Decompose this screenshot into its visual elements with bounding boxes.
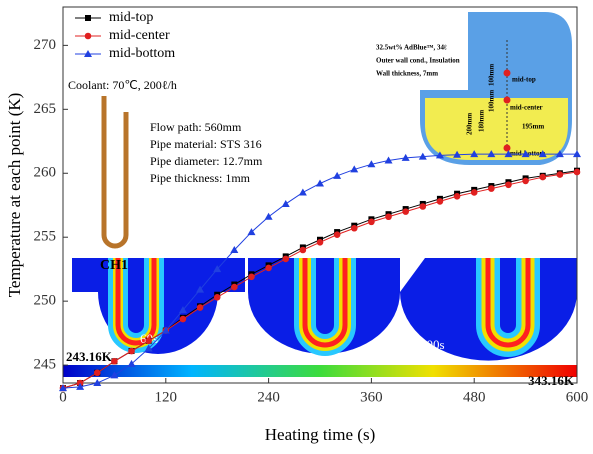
legend-label: mid-top xyxy=(109,10,153,25)
legend-marker xyxy=(85,33,92,40)
marker xyxy=(197,304,204,311)
marker xyxy=(248,274,255,281)
marker xyxy=(231,284,238,291)
marker xyxy=(317,239,324,246)
insets: 60s 300s 600s 243.16K 343.16K Coolant: 7… xyxy=(63,12,577,388)
y-tick-label: 245 xyxy=(34,357,57,373)
marker xyxy=(282,200,290,207)
marker xyxy=(351,225,358,232)
legend-label: mid-center xyxy=(109,28,170,43)
marker xyxy=(111,358,118,365)
y-axis-title: Temperature at each point (K) xyxy=(5,93,24,298)
marker xyxy=(265,265,272,272)
marker xyxy=(539,174,546,181)
marker xyxy=(454,193,461,200)
marker xyxy=(574,169,581,176)
marker xyxy=(128,348,135,355)
x-tick-label: 360 xyxy=(360,389,383,405)
tank-label: Wall thickness, 7mm xyxy=(376,70,438,78)
x-tick-label: 600 xyxy=(566,389,589,405)
x-tick-label: 480 xyxy=(463,389,486,405)
time-label: 600s xyxy=(420,337,445,352)
marker xyxy=(488,185,495,192)
colorbar xyxy=(63,365,577,377)
tank-label: Outer wall cond., Insulation xyxy=(376,57,460,65)
marker xyxy=(316,179,324,186)
y-tick-label: 265 xyxy=(34,101,57,117)
x-tick-label: 240 xyxy=(257,389,280,405)
pipe-spec: Flow path: 560mm xyxy=(150,120,242,134)
dimension: 180mm xyxy=(478,110,486,132)
y-tick-label: 270 xyxy=(34,37,57,53)
pipe-spec: Pipe thickness: 1mm xyxy=(150,171,251,185)
x-tick-label: 120 xyxy=(155,389,178,405)
marker xyxy=(300,247,307,254)
dimension: 200mm xyxy=(466,113,474,135)
x-tick-label: 0 xyxy=(59,389,67,405)
dimension: 195mm xyxy=(522,123,544,131)
marker xyxy=(145,337,152,344)
pipe-icon xyxy=(104,96,126,246)
coolant-label: Coolant: 70℃, 200ℓ/h xyxy=(68,78,177,92)
legend-marker xyxy=(85,15,91,21)
marker xyxy=(471,189,478,196)
colorbar-min: 243.16K xyxy=(66,349,113,364)
marker xyxy=(299,188,307,195)
time-label: 300s xyxy=(255,337,280,352)
y-tick-label: 255 xyxy=(34,229,57,245)
dimension: 100mm xyxy=(488,90,496,112)
marker xyxy=(214,294,221,301)
marker xyxy=(334,231,341,238)
marker xyxy=(437,198,444,205)
legend-label: mid-bottom xyxy=(109,46,175,61)
colorbar-max: 343.16K xyxy=(528,373,575,388)
tank-diagram xyxy=(420,12,572,165)
channel-label: CH1 xyxy=(100,258,128,273)
marker xyxy=(282,256,289,263)
marker xyxy=(402,208,409,215)
marker xyxy=(420,203,427,210)
chart: 60s 300s 600s 243.16K 343.16K Coolant: 7… xyxy=(0,0,593,449)
pipe-spec: Pipe diameter: 12.7mm xyxy=(150,154,263,168)
y-tick-label: 260 xyxy=(34,165,57,181)
tank-label: 32.5wt% AdBlue™, 34ℓ xyxy=(376,44,447,52)
x-axis-title: Heating time (s) xyxy=(265,425,375,444)
sim-panel xyxy=(72,258,245,354)
marker xyxy=(94,369,101,376)
marker xyxy=(368,219,375,226)
marker xyxy=(265,213,273,220)
dimension: 100mm xyxy=(488,64,496,86)
marker xyxy=(522,178,529,185)
pipe-spec: Pipe material: STS 316 xyxy=(150,137,262,151)
y-tick-label: 250 xyxy=(34,293,57,309)
marker xyxy=(557,171,564,178)
marker xyxy=(385,213,392,220)
marker xyxy=(505,181,512,188)
point-label: mid-center xyxy=(510,104,543,112)
point-label: mid-top xyxy=(512,76,536,84)
marker xyxy=(180,316,187,323)
marker xyxy=(333,172,341,179)
